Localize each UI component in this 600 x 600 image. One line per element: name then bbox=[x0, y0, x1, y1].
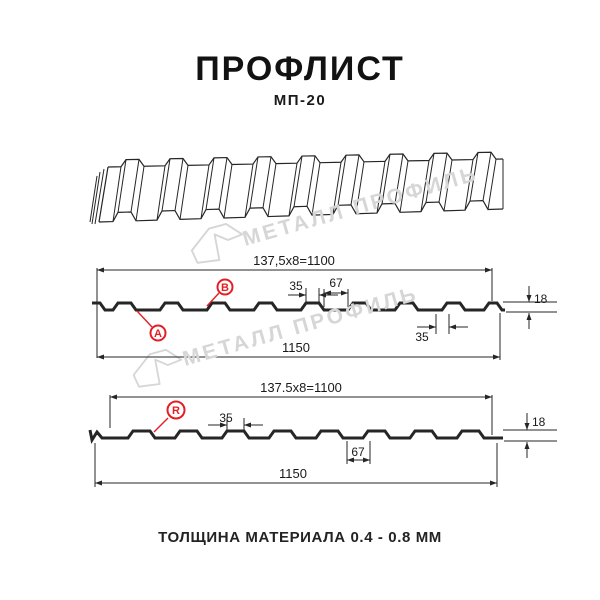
section-a-labels: 137,5x8=1100 35 67 18 35 1150 B A bbox=[136, 253, 548, 355]
profile-model: МП-20 bbox=[273, 92, 327, 109]
callout-leader-b bbox=[206, 292, 220, 307]
watermark-logo bbox=[132, 348, 183, 388]
callout-leader-a bbox=[136, 310, 153, 328]
callout-label-b: B bbox=[221, 282, 229, 294]
section-r-labels: 137.5x8=1100 35 67 18 1150 R bbox=[153, 380, 546, 481]
callout-circle-a bbox=[149, 324, 167, 342]
dim-rib-base-a: 35 bbox=[415, 330, 429, 344]
dim-valley-r: 67 bbox=[351, 445, 365, 459]
material-thickness-note: ТОЛЩИНА МАТЕРИАЛА 0.4 - 0.8 ММ bbox=[158, 529, 442, 546]
profile-3d-view bbox=[89, 151, 504, 225]
page-title: ПРОФЛИСТ bbox=[195, 50, 405, 88]
dim-height-a: 18 bbox=[534, 292, 548, 306]
dim-width-r: 1150 bbox=[279, 466, 307, 481]
generated-linework bbox=[88, 151, 557, 487]
callout-label-r: R bbox=[172, 405, 180, 417]
callout-label-a: A bbox=[154, 328, 162, 340]
dim-pitch-r: 137.5x8=1100 bbox=[260, 380, 342, 395]
dim-rib-top-a: 35 bbox=[289, 279, 303, 293]
callout-leader-r bbox=[153, 417, 169, 433]
dim-pitch-a: 137,5x8=1100 bbox=[253, 253, 335, 268]
section-r-profile bbox=[88, 429, 503, 444]
section-a-dimensions bbox=[96, 267, 557, 360]
dim-valley-a: 67 bbox=[329, 276, 343, 290]
dim-height-r: 18 bbox=[532, 415, 546, 429]
watermark-logo bbox=[190, 222, 244, 264]
callout-circle-b bbox=[216, 278, 234, 296]
callout-circle-r bbox=[166, 400, 186, 420]
dim-rib-top-r: 35 bbox=[219, 411, 233, 425]
section-r-dimensions bbox=[94, 394, 557, 487]
section-a-profile bbox=[92, 301, 505, 312]
dim-width-a: 1150 bbox=[282, 340, 310, 355]
